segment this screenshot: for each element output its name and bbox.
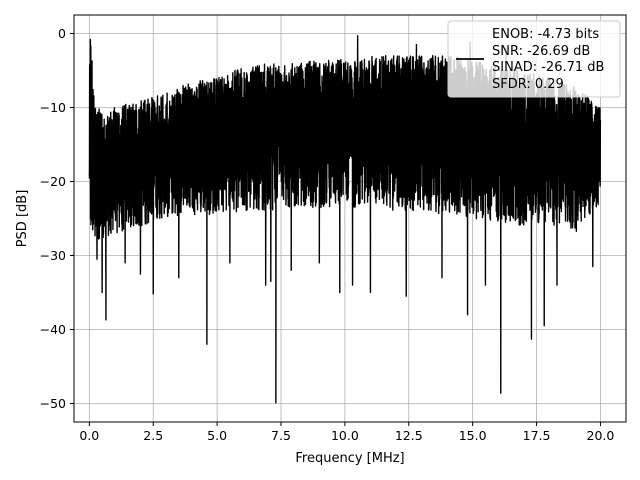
y-axis-title: PSD [dB] bbox=[15, 190, 30, 248]
y-tick-label: −10 bbox=[40, 100, 66, 115]
x-axis: 0.0 2.5 5.0 7.5 10.0 12.5 15.0 17.5 20.0 bbox=[79, 422, 614, 443]
axes-frame bbox=[73, 14, 627, 423]
x-tick-label: 2.5 bbox=[143, 428, 163, 443]
y-axis: 0 −10 −20 −30 −40 −50 bbox=[40, 26, 74, 411]
legend-sinad: SINAD: -26.71 dB bbox=[492, 60, 604, 75]
legend-enob: ENOB: -4.73 bits bbox=[492, 27, 599, 42]
series-layer bbox=[88, 35, 602, 404]
x-axis-title: Frequency [MHz] bbox=[295, 451, 404, 466]
plot-area bbox=[88, 35, 602, 404]
x-tick-label: 0.0 bbox=[79, 428, 99, 443]
x-tick-label: 7.5 bbox=[271, 428, 291, 443]
y-tick-label: −20 bbox=[40, 174, 66, 189]
legend-snr: SNR: -26.69 dB bbox=[492, 44, 590, 59]
x-tick-label: 10.0 bbox=[331, 428, 359, 443]
y-tick-label: −30 bbox=[40, 248, 66, 263]
legend-box bbox=[447, 20, 621, 98]
x-tick-label: 15.0 bbox=[459, 428, 487, 443]
y-tick-label: 0 bbox=[58, 26, 66, 41]
x-tick-label: 5.0 bbox=[207, 428, 227, 443]
x-tick-label: 20.0 bbox=[587, 428, 615, 443]
y-tick-label: −50 bbox=[40, 396, 66, 411]
x-tick-label: 12.5 bbox=[395, 428, 423, 443]
y-tick-label: −40 bbox=[40, 322, 66, 337]
legend-sfdr: SFDR: 0.29 bbox=[492, 77, 564, 92]
x-tick-label: 17.5 bbox=[523, 428, 551, 443]
psd-series-line bbox=[88, 35, 602, 404]
legend: ENOB: -4.73 bits SNR: -26.69 dB SINAD: -… bbox=[447, 20, 621, 98]
